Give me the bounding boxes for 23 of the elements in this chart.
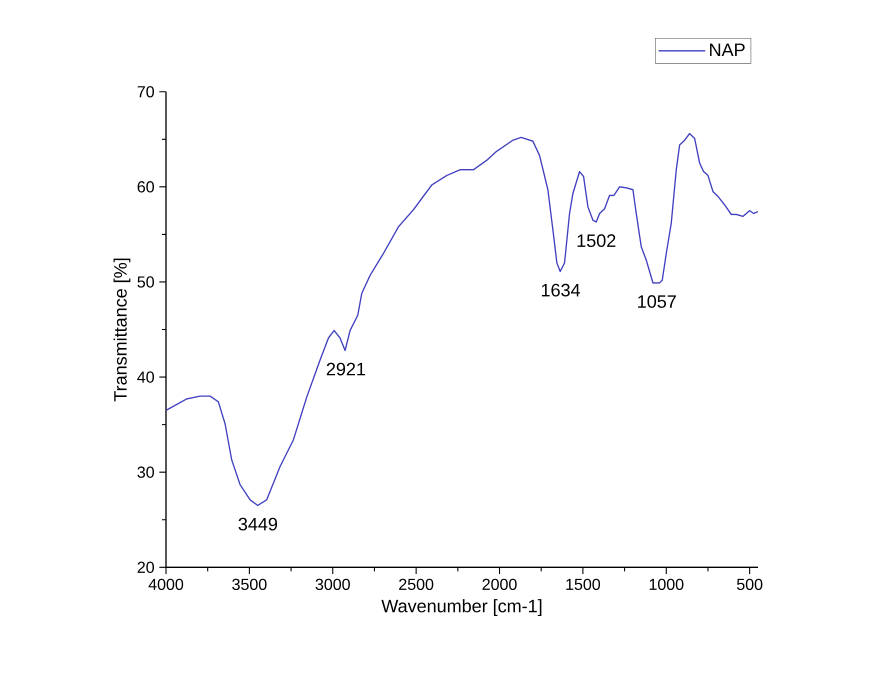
x-tick-label: 2500 (399, 578, 434, 590)
x-tick-label: 2000 (482, 578, 517, 590)
x-tick-label: 3500 (232, 578, 267, 590)
y-tick-label: 60 (138, 181, 154, 192)
annotation: 1634 (542, 284, 580, 297)
y-tick-label: 20 (138, 562, 154, 573)
y-tick-label: 70 (138, 86, 154, 98)
y-tick-label: 30 (137, 466, 154, 478)
x-tick-label: 3000 (316, 578, 350, 590)
x-tick-label: 1000 (650, 578, 684, 590)
x-tick-label: 1500 (566, 578, 600, 590)
annotation: 2921 (326, 362, 366, 376)
x-axis-title: Wavenumber [cm-1] (381, 599, 542, 616)
y-axis-title: Transmittance [%] (114, 258, 130, 402)
legend-label: NAP (710, 44, 745, 56)
x-tick-label: 500 (736, 578, 762, 590)
y-tick-label: 40 (137, 371, 154, 383)
y-tick-label: 50 (137, 276, 154, 288)
annotation: 1502 (578, 234, 616, 248)
line-series (166, 132, 758, 506)
annotation: 3449 (238, 518, 278, 530)
x-tick-label: 4000 (148, 578, 184, 590)
annotation: 1057 (638, 295, 676, 308)
